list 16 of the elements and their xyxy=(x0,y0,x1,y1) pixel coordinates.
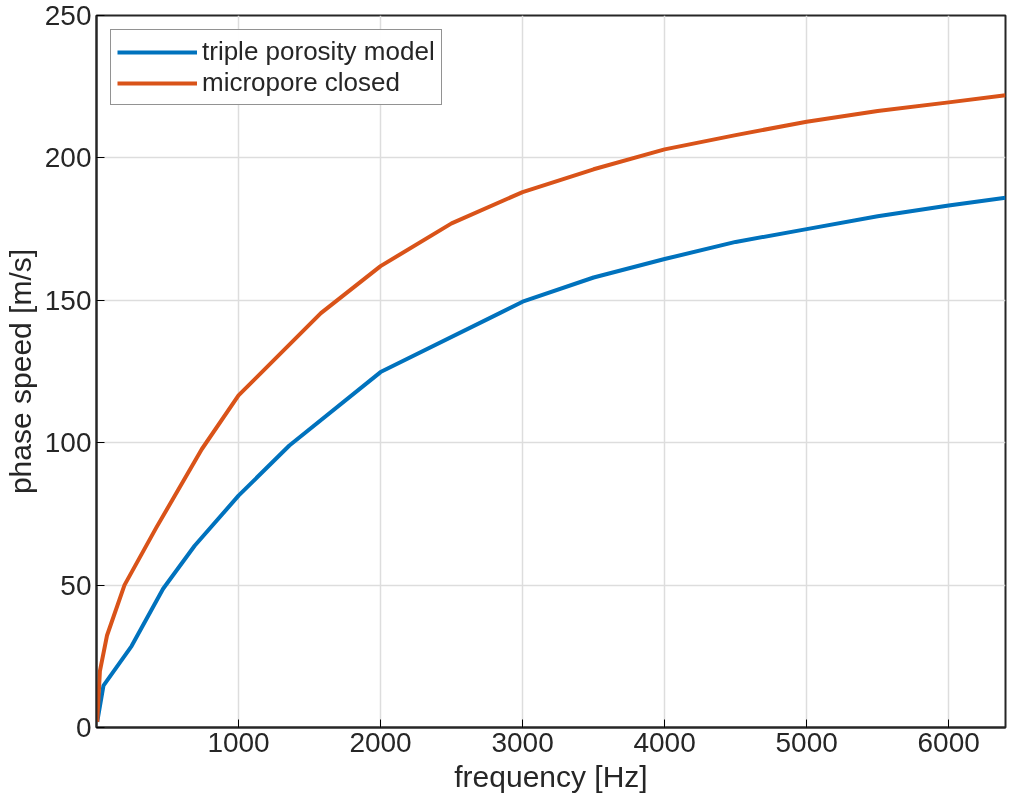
x-tick-label: 1000 xyxy=(207,726,270,758)
x-tick-label: 2000 xyxy=(349,726,412,758)
x-axis-title: frequency [Hz] xyxy=(454,759,648,793)
y-tick-label: 150 xyxy=(44,284,92,316)
x-tick-label: 4000 xyxy=(633,726,696,758)
x-tick-label: 3000 xyxy=(491,726,554,758)
y-tick-label: 200 xyxy=(44,142,92,174)
x-tick-label: 6000 xyxy=(917,726,980,758)
x-tick-label: 5000 xyxy=(775,726,838,758)
legend-label: triple porosity model xyxy=(202,36,435,67)
y-tick-label: 100 xyxy=(44,427,92,459)
y-axis-title: phase speed [m/s] xyxy=(3,248,37,495)
y-tick-label: 250 xyxy=(44,0,92,31)
y-tick-label: 0 xyxy=(75,712,92,743)
y-tick-label: 50 xyxy=(60,569,92,601)
legend-label: micropore closed xyxy=(202,67,400,98)
